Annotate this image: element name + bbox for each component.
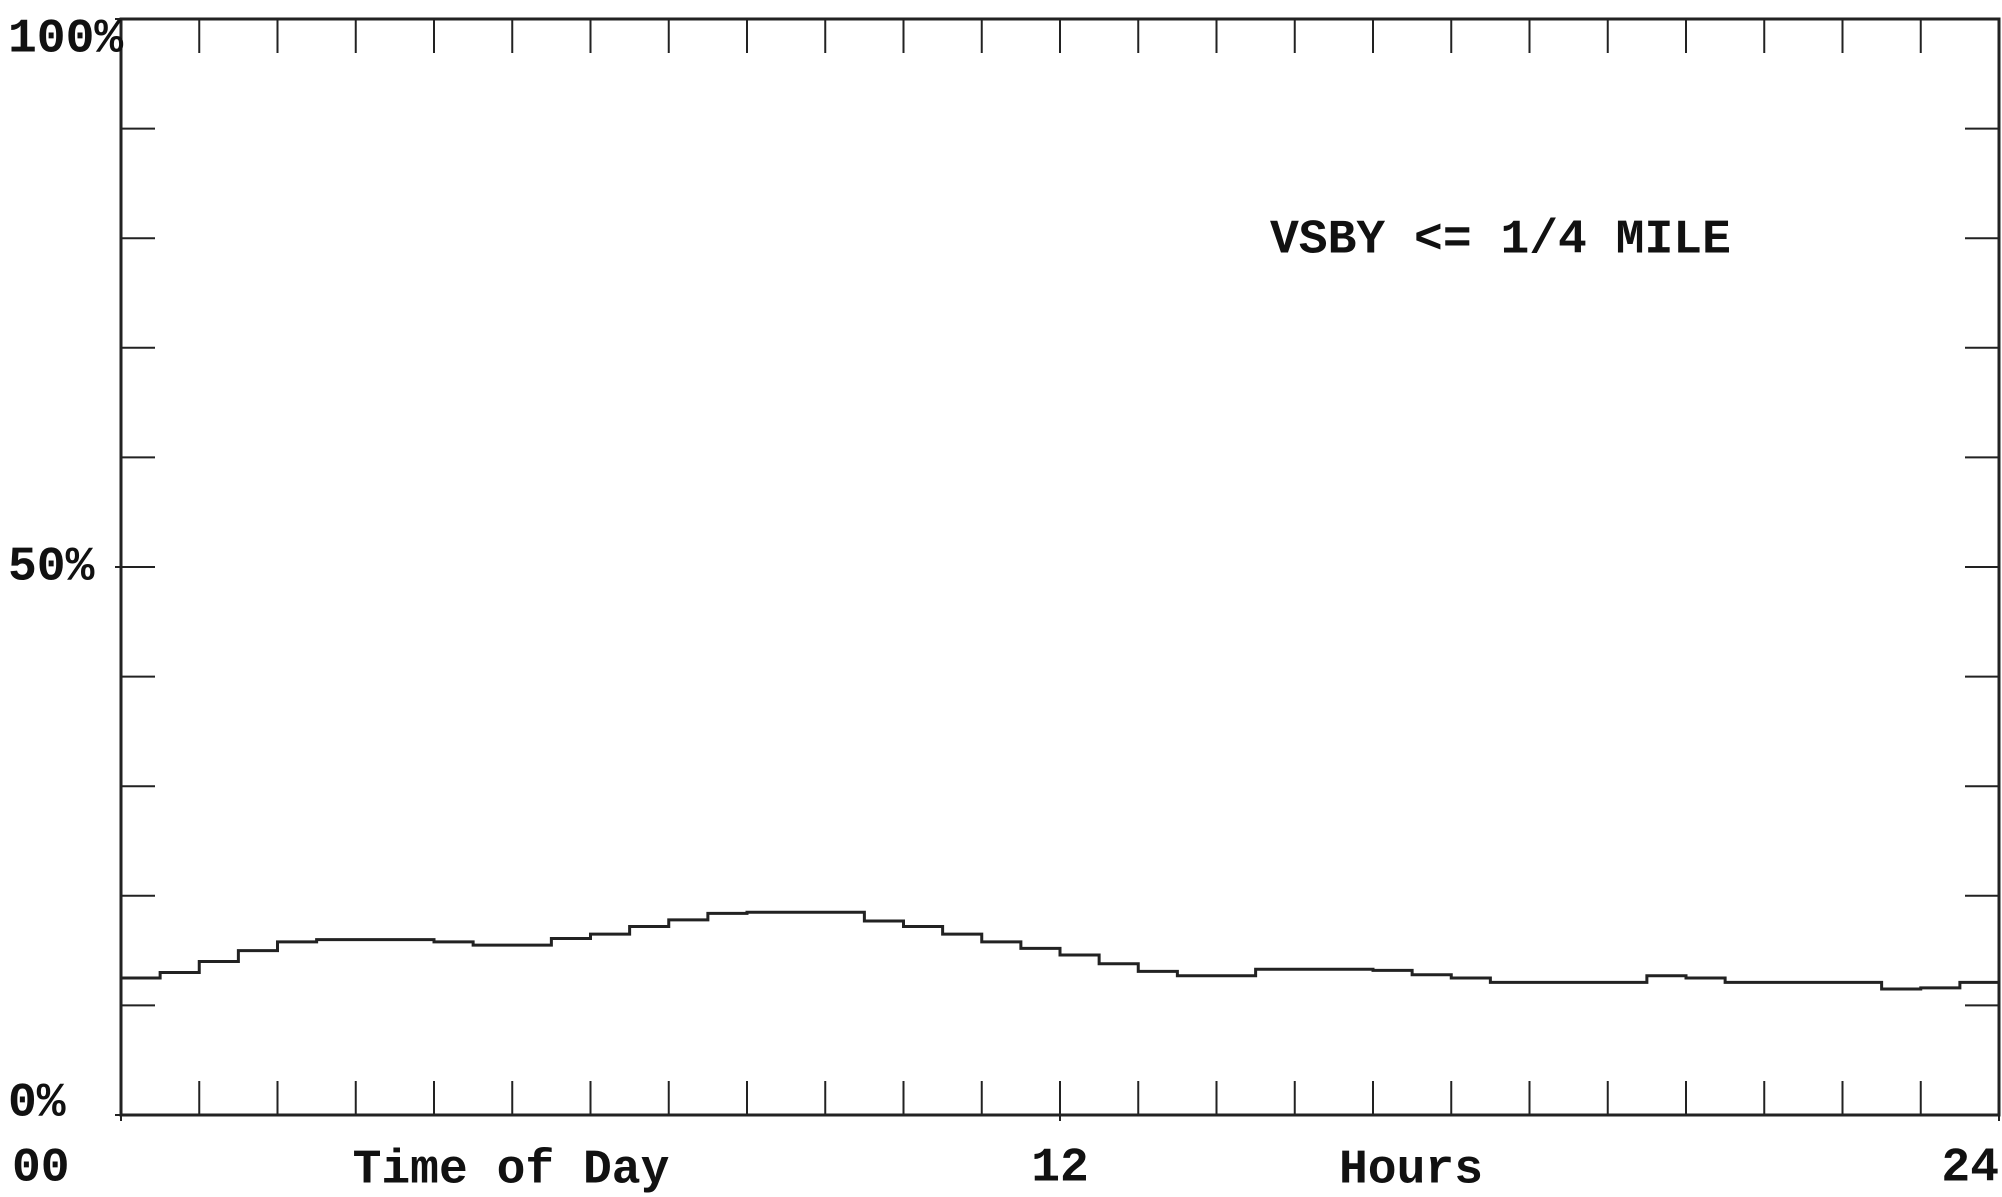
x-axis-label: Hours (1339, 1144, 1483, 1197)
x-axis-label: Time of Day (353, 1144, 670, 1197)
y-tick-label: 50% (8, 541, 95, 595)
x-tick-label: 24 (1941, 1142, 1999, 1196)
annotation: VSBY <= 1/4 MILE (1270, 214, 1731, 268)
x-tick-label: 00 (12, 1142, 70, 1196)
y-tick-label: 0% (8, 1077, 66, 1131)
x-tick-label: 12 (1031, 1142, 1089, 1196)
data-line (121, 910, 1999, 991)
y-tick-label: 100% (8, 13, 123, 67)
